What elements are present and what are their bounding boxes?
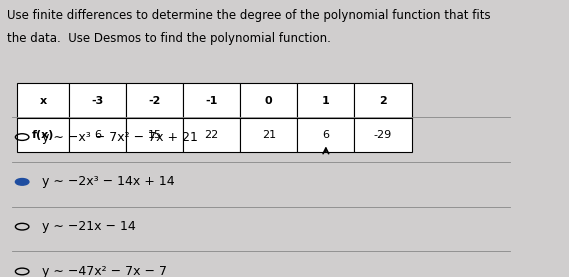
Text: -29: -29: [374, 130, 392, 140]
Bar: [298, 118, 354, 152]
Bar: [354, 118, 411, 152]
Bar: [126, 83, 183, 118]
Text: 6: 6: [323, 130, 329, 140]
Text: 2: 2: [379, 96, 387, 106]
Bar: [17, 118, 69, 152]
Bar: [240, 118, 298, 152]
Text: the data.  Use Desmos to find the polynomial function.: the data. Use Desmos to find the polynom…: [7, 32, 331, 45]
Bar: [183, 83, 240, 118]
Text: y ∼ −21x − 14: y ∼ −21x − 14: [42, 220, 135, 233]
Bar: [69, 83, 126, 118]
Text: -2: -2: [149, 96, 160, 106]
Bar: [298, 83, 354, 118]
Circle shape: [15, 179, 29, 185]
Bar: [17, 83, 69, 118]
Text: 22: 22: [204, 130, 218, 140]
Text: -1: -1: [205, 96, 218, 106]
Text: 0: 0: [265, 96, 273, 106]
Text: -3: -3: [91, 96, 104, 106]
Text: y ∼ −x³ − 7x² − 7x + 21: y ∼ −x³ − 7x² − 7x + 21: [42, 130, 198, 143]
Bar: [183, 118, 240, 152]
Text: y ∼ −2x³ − 14x + 14: y ∼ −2x³ − 14x + 14: [42, 175, 175, 188]
Text: 15: 15: [147, 130, 162, 140]
Text: 6: 6: [94, 130, 101, 140]
Bar: [240, 83, 298, 118]
Bar: [126, 118, 183, 152]
Text: f(x): f(x): [32, 130, 54, 140]
Text: x: x: [39, 96, 47, 106]
Bar: [69, 118, 126, 152]
Text: 1: 1: [322, 96, 330, 106]
Text: y ∼ −47x² − 7x − 7: y ∼ −47x² − 7x − 7: [42, 265, 167, 277]
Text: Use finite differences to determine the degree of the polynomial function that f: Use finite differences to determine the …: [7, 9, 490, 22]
Bar: [354, 83, 411, 118]
Text: 21: 21: [262, 130, 276, 140]
